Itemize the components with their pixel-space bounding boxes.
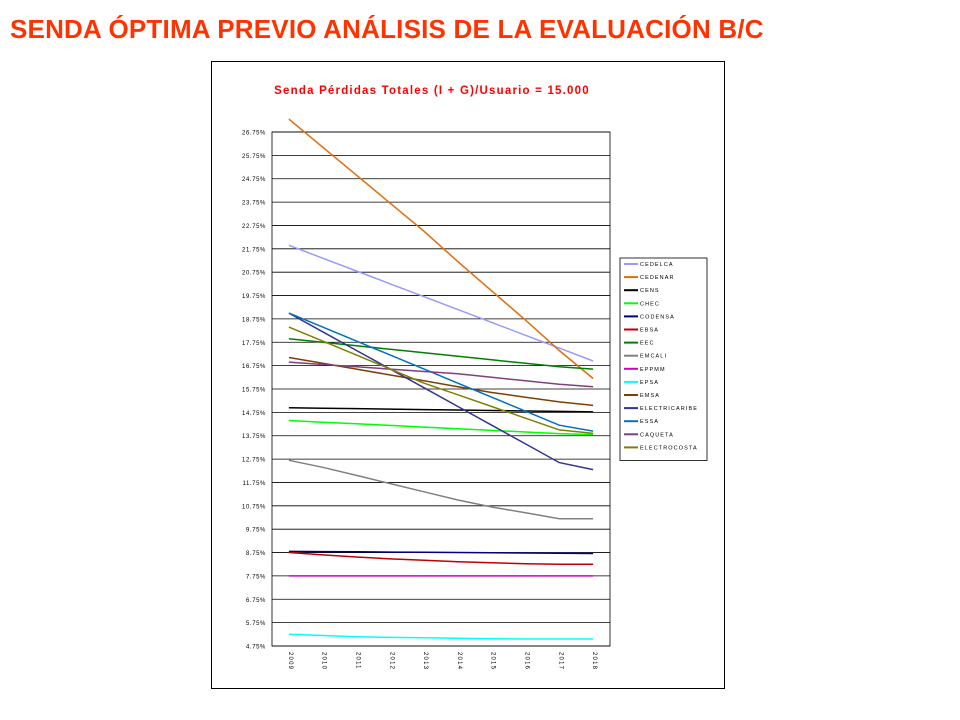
series-line-essa	[288, 312, 594, 432]
y-tick-label: 12.75%	[242, 458, 266, 464]
legend-label: EBSA	[640, 328, 659, 334]
legend-label: CODENSA	[640, 314, 675, 320]
legend-label: CHEC	[640, 301, 660, 307]
legend-label: CENS	[640, 288, 660, 294]
series-line-eec	[288, 338, 594, 370]
legend-label: EEC	[640, 341, 655, 347]
y-tick-label: 18.75%	[242, 317, 266, 323]
slide-title: SENDA ÓPTIMA PREVIO ANÁLISIS DE LA EVALU…	[10, 14, 764, 44]
y-tick-label: 22.75%	[242, 224, 266, 230]
x-tick-label: 2011	[355, 652, 361, 670]
y-tick-label: 20.75%	[242, 271, 266, 277]
y-tick-label: 24.75%	[242, 177, 266, 183]
legend-box	[619, 257, 708, 461]
series-line-codensa	[288, 550, 594, 555]
legend-label: ELECTROCOSTA	[640, 445, 698, 451]
x-tick-label: 2015	[490, 652, 496, 670]
legend-label: EMSA	[640, 393, 660, 399]
y-tick-label: 11.75%	[242, 481, 266, 487]
x-tick-label: 2010	[321, 652, 327, 670]
legend-label: ELECTRICARIBE	[640, 406, 698, 412]
y-tick-label: 10.75%	[242, 504, 266, 510]
x-tick-label: 2012	[388, 652, 394, 670]
y-tick-label: 19.75%	[242, 294, 266, 300]
y-tick-label: 25.75%	[242, 154, 266, 160]
y-tick-label: 16.75%	[242, 364, 266, 370]
legend-label: CAQUETA	[640, 432, 674, 438]
y-tick-label: 13.75%	[242, 434, 266, 440]
series-line-caqueta	[288, 361, 594, 388]
series-line-cedenar	[288, 118, 594, 380]
y-tick-label: 4.75%	[246, 645, 266, 651]
legend-label: CEDENAR	[640, 275, 675, 281]
y-tick-label: 26.75%	[242, 131, 266, 137]
legend-label: EPPMM	[640, 367, 666, 373]
series-line-electrocosta	[288, 326, 594, 435]
chart-frame: Senda Pérdidas Totales (I + G)/Usuario =…	[211, 61, 725, 689]
y-tick-label: 9.75%	[246, 528, 266, 534]
y-tick-label: 17.75%	[242, 341, 266, 347]
y-tick-label: 7.75%	[246, 574, 266, 580]
legend-label: EPSA	[640, 380, 659, 386]
y-tick-label: 23.75%	[242, 201, 266, 207]
series-line-cens	[288, 406, 594, 413]
x-tick-label: 2018	[591, 652, 597, 670]
x-tick-label: 2016	[524, 652, 530, 670]
x-tick-label: 2013	[422, 652, 428, 670]
y-tick-label: 5.75%	[246, 621, 266, 627]
legend-label: EMCALI	[640, 354, 667, 360]
chart-title: Senda Pérdidas Totales (I + G)/Usuario =…	[274, 85, 590, 97]
y-tick-label: 6.75%	[246, 598, 266, 604]
line-chart: Senda Pérdidas Totales (I + G)/Usuario =…	[242, 85, 708, 670]
y-tick-label: 15.75%	[242, 388, 266, 394]
series-line-emcali	[288, 459, 594, 520]
y-tick-label: 8.75%	[246, 551, 266, 557]
series-line-epsa	[288, 633, 594, 640]
legend-label: ESSA	[640, 419, 659, 425]
series-line-chec	[288, 419, 594, 436]
y-tick-label: 14.75%	[242, 411, 266, 417]
series-line-ebsa	[288, 551, 594, 565]
series-line-electricaribe	[288, 312, 594, 471]
y-tick-label: 21.75%	[242, 247, 266, 253]
series-line-cedelca	[288, 244, 594, 362]
x-tick-label: 2017	[557, 652, 563, 670]
x-tick-label: 2014	[456, 652, 462, 670]
x-tick-label: 2009	[287, 652, 293, 670]
legend-label: CEDELCA	[640, 262, 674, 268]
